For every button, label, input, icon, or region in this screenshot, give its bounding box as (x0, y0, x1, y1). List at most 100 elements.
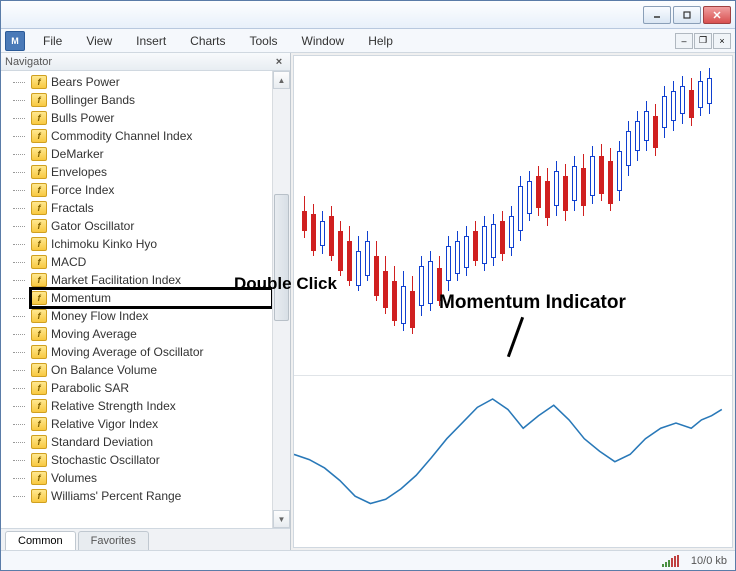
nav-item-label: Stochastic Oscillator (51, 453, 160, 467)
indicator-icon: f (31, 453, 47, 467)
indicator-icon: f (31, 255, 47, 269)
nav-item-label: Standard Deviation (51, 435, 153, 449)
indicator-chart[interactable] (294, 375, 732, 522)
indicator-icon: f (31, 111, 47, 125)
doc-restore-button[interactable]: ❐ (694, 33, 712, 49)
nav-item-bears-power[interactable]: f Bears Power (31, 73, 272, 91)
navigator-close-icon[interactable]: × (272, 55, 286, 69)
scroll-thumb[interactable] (274, 194, 289, 320)
nav-item-stochastic-oscillator[interactable]: f Stochastic Oscillator (31, 451, 272, 469)
navigator-panel: Navigator × f Bears Power f Bollinger Bands… (1, 53, 291, 550)
nav-item-label: Volumes (51, 471, 97, 485)
indicator-icon: f (31, 471, 47, 485)
navigator-tabs: CommonFavorites (1, 528, 290, 550)
nav-item-label: Commodity Channel Index (51, 129, 192, 143)
nav-item-label: On Balance Volume (51, 363, 157, 377)
workspace: Navigator × f Bears Power f Bollinger Bands… (1, 53, 735, 550)
indicator-icon: f (31, 399, 47, 413)
nav-item-on-balance-volume[interactable]: f On Balance Volume (31, 361, 272, 379)
nav-item-relative-vigor-index[interactable]: f Relative Vigor Index (31, 415, 272, 433)
nav-item-label: Relative Strength Index (51, 399, 176, 413)
nav-item-market-facilitation-index[interactable]: fMarket Facilitation Index (31, 271, 272, 289)
nav-item-relative-strength-index[interactable]: f Relative Strength Index (31, 397, 272, 415)
indicator-icon: f (31, 93, 47, 107)
menu-file[interactable]: File (31, 32, 74, 50)
nav-item-bollinger-bands[interactable]: f Bollinger Bands (31, 91, 272, 109)
nav-item-envelopes[interactable]: f Envelopes (31, 163, 272, 181)
menu-insert[interactable]: Insert (124, 32, 178, 50)
nav-item-label: DeMarker (51, 147, 104, 161)
menu-tools[interactable]: Tools (238, 32, 290, 50)
nav-item-label: Money Flow Index (51, 309, 148, 323)
traffic-label: 10/0 kb (691, 555, 727, 567)
indicator-icon: f (31, 489, 47, 503)
nav-item-label: Bulls Power (51, 111, 114, 125)
nav-item-label: Envelopes (51, 165, 107, 179)
indicator-icon: f (31, 147, 47, 161)
nav-item-macd[interactable]: f MACD (31, 253, 272, 271)
nav-item-label: Gator Oscillator (51, 219, 134, 233)
nav-item-momentum[interactable]: fMomentum (31, 289, 272, 307)
nav-item-fractals[interactable]: f Fractals (31, 199, 272, 217)
indicator-icon: f (31, 237, 47, 251)
nav-item-moving-average-of-oscillator[interactable]: fMoving Average of Oscillator (31, 343, 272, 361)
nav-item-parabolic-sar[interactable]: fParabolic SAR (31, 379, 272, 397)
connection-bars-icon (662, 555, 679, 567)
indicator-icon: f (31, 345, 47, 359)
indicator-icon: f (31, 165, 47, 179)
navigator-list: f Bears Power f Bollinger Bands f Bulls Power… (1, 71, 272, 507)
indicator-icon: f (31, 327, 47, 341)
nav-item-label: Fractals (51, 201, 94, 215)
menu-help[interactable]: Help (356, 32, 405, 50)
doc-minimize-button[interactable]: – (675, 33, 693, 49)
menu-charts[interactable]: Charts (178, 32, 237, 50)
main-window: M FileViewInsertChartsToolsWindowHelp – … (0, 0, 736, 571)
indicator-icon: f (31, 435, 47, 449)
nav-item-standard-deviation[interactable]: f Standard Deviation (31, 433, 272, 451)
tab-common[interactable]: Common (5, 531, 76, 550)
indicator-icon: f (31, 273, 47, 287)
menu-window[interactable]: Window (290, 32, 357, 50)
indicator-icon: f (31, 75, 47, 89)
nav-item-moving-average[interactable]: fMoving Average (31, 325, 272, 343)
nav-item-label: Relative Vigor Index (51, 417, 158, 431)
indicator-icon: f (31, 417, 47, 431)
indicator-icon: f (31, 219, 47, 233)
menubar: M FileViewInsertChartsToolsWindowHelp – … (1, 29, 735, 53)
nav-item-volumes[interactable]: f Volumes (31, 469, 272, 487)
navigator-scrollbar[interactable]: ▲ ▼ (272, 71, 290, 528)
scroll-up-icon[interactable]: ▲ (273, 71, 290, 89)
nav-item-label: Bears Power (51, 75, 120, 89)
price-chart[interactable] (294, 56, 732, 375)
scroll-track[interactable] (273, 89, 290, 510)
nav-item-gator-oscillator[interactable]: f Gator Oscillator (31, 217, 272, 235)
menu-view[interactable]: View (74, 32, 124, 50)
nav-item-label: Parabolic SAR (51, 381, 129, 395)
tab-favorites[interactable]: Favorites (78, 531, 149, 550)
navigator-header: Navigator × (1, 53, 290, 71)
chart-area[interactable]: Double Click Momentum Indicator (293, 55, 733, 548)
titlebar (1, 1, 735, 29)
nav-item-force-index[interactable]: fForce Index (31, 181, 272, 199)
nav-item-demarker[interactable]: f DeMarker (31, 145, 272, 163)
indicator-icon: f (31, 201, 47, 215)
maximize-button[interactable] (673, 6, 701, 24)
scroll-down-icon[interactable]: ▼ (273, 510, 290, 528)
indicator-icon: f (31, 363, 47, 377)
nav-item-money-flow-index[interactable]: f Money Flow Index (31, 307, 272, 325)
minimize-button[interactable] (643, 6, 671, 24)
nav-item-ichimoku-kinko-hyo[interactable]: f Ichimoku Kinko Hyo (31, 235, 272, 253)
statusbar: 10/0 kb (1, 550, 735, 570)
nav-item-label: Bollinger Bands (51, 93, 135, 107)
nav-item-bulls-power[interactable]: f Bulls Power (31, 109, 272, 127)
nav-item-commodity-channel-index[interactable]: f Commodity Channel Index (31, 127, 272, 145)
indicator-icon: f (31, 129, 47, 143)
nav-item-williams-percent-range[interactable]: fWilliams' Percent Range (31, 487, 272, 505)
close-button[interactable] (703, 6, 731, 24)
doc-close-button[interactable]: × (713, 33, 731, 49)
indicator-icon: f (31, 183, 47, 197)
nav-item-label: MACD (51, 255, 86, 269)
indicator-icon: f (31, 309, 47, 323)
app-icon: M (5, 31, 25, 51)
nav-item-label: Ichimoku Kinko Hyo (51, 237, 157, 251)
